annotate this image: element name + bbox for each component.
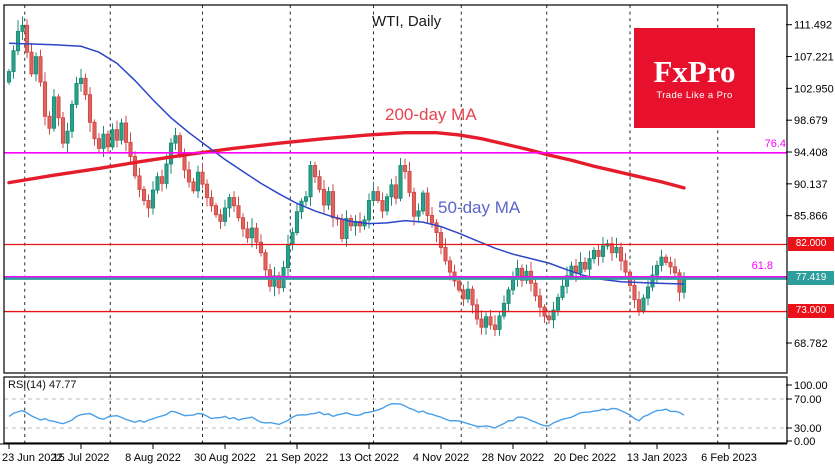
price-level-lines xyxy=(4,151,787,313)
fib-618-label: 61.8 xyxy=(751,260,773,272)
support-price-badge: 73.000 xyxy=(788,304,834,318)
x-axis-label: 23 Jun 2022 xyxy=(2,452,63,464)
x-axis-label: 28 Nov 2022 xyxy=(482,452,544,464)
fib-764-label: 76.4 xyxy=(764,138,786,150)
y-axis-label: 68.782 xyxy=(794,338,828,350)
rsi-axis-label: 100.00 xyxy=(794,380,828,392)
y-axis-label: 90.137 xyxy=(794,179,828,191)
ma50-line xyxy=(8,42,685,285)
x-axis-label: 20 Dec 2022 xyxy=(554,452,616,464)
price-axis: 111.492 107.221 102.950 98.679 94.408 90.137 8… xyxy=(786,20,834,350)
logo-tagline: Trade Like a Pro xyxy=(656,89,733,101)
ma200-line xyxy=(7,131,686,190)
y-axis-label: 94.408 xyxy=(794,147,828,159)
rsi-indicator-label: RSI(14) 47.77 xyxy=(8,379,77,391)
x-axis-label: 15 Jul 2022 xyxy=(53,452,110,464)
rsi-line xyxy=(8,403,685,429)
current-price-badge: 77.419 xyxy=(788,271,834,285)
ma200-label: 200-day MA xyxy=(385,105,477,124)
rsi-panel xyxy=(4,398,787,429)
fxpro-logo: FxPro Trade Like a Pro xyxy=(634,28,755,128)
x-axis-label: 8 Aug 2022 xyxy=(125,452,181,464)
chart-title: WTI, Daily xyxy=(372,13,442,30)
rsi-axis-label: 30.00 xyxy=(794,423,822,435)
x-axis-label: 6 Feb 2023 xyxy=(701,452,757,464)
x-axis-label: 13 Oct 2022 xyxy=(339,452,399,464)
y-axis-label: 102.950 xyxy=(794,83,834,95)
x-axis-label: 13 Jan 2023 xyxy=(627,452,688,464)
rsi-axis-label: 0.00 xyxy=(794,436,815,448)
x-axis-label: 30 Aug 2022 xyxy=(194,452,256,464)
y-axis-label: 107.221 xyxy=(794,52,834,64)
pane-borders xyxy=(3,4,788,444)
x-axis-label: 21 Sep 2022 xyxy=(266,452,328,464)
logo-name: FxPro xyxy=(653,53,736,89)
y-axis-label: 111.492 xyxy=(794,20,832,32)
candlestick-layer xyxy=(6,16,687,337)
ma50-label: 50-day MA xyxy=(438,198,521,217)
resistance-price-badge: 82.000 xyxy=(788,237,834,251)
y-axis-label: 85.866 xyxy=(794,211,828,223)
x-axis-label: 4 Nov 2022 xyxy=(413,452,469,464)
rsi-axis-label: 70.00 xyxy=(794,394,822,406)
y-axis-label: 98.679 xyxy=(794,115,828,127)
rsi-axis: 100.00 70.00 30.000.00 xyxy=(786,380,828,448)
